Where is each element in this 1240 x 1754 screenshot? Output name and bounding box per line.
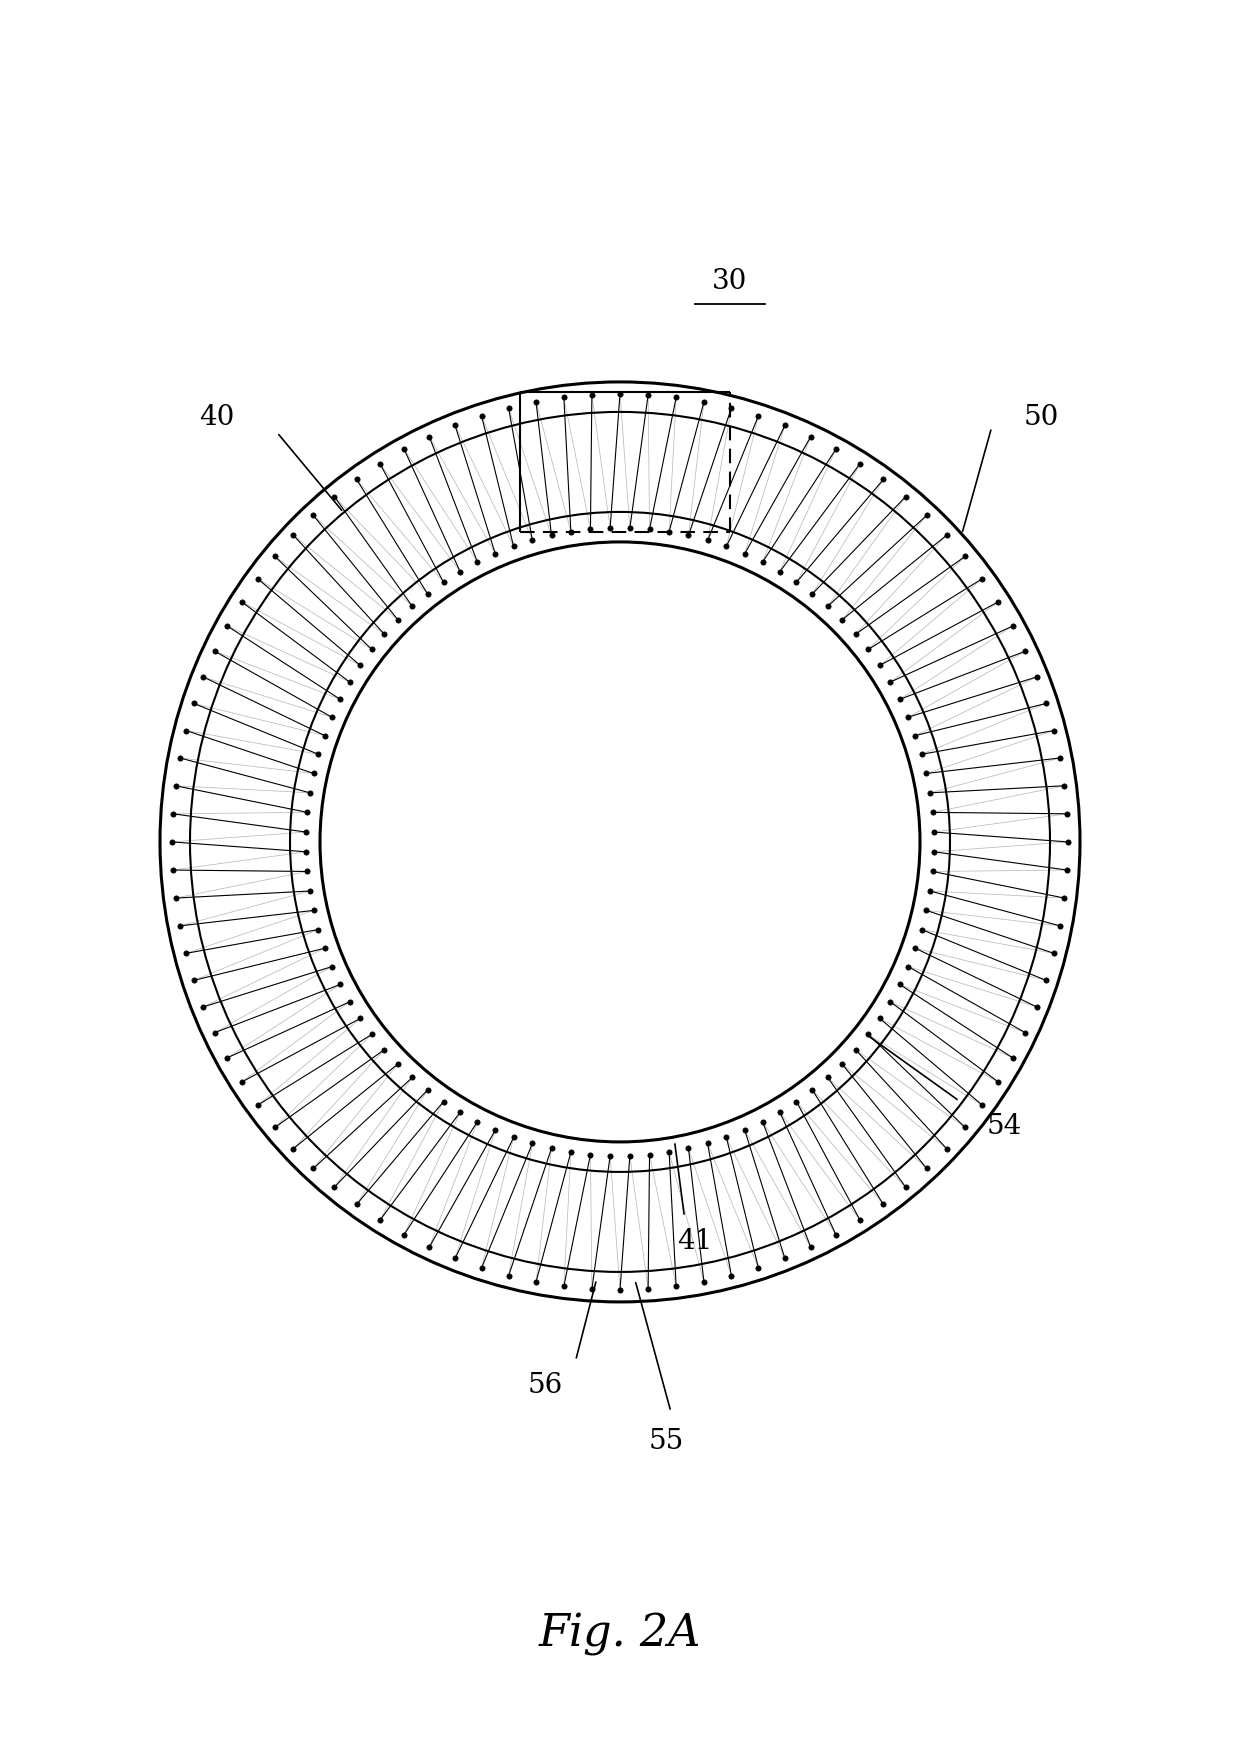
Text: 56: 56	[528, 1372, 563, 1400]
Text: 54: 54	[987, 1112, 1022, 1140]
Text: 50: 50	[1024, 403, 1059, 431]
Text: 41: 41	[677, 1228, 712, 1256]
Text: 40: 40	[200, 403, 234, 431]
Text: 30: 30	[712, 268, 748, 295]
Text: 55: 55	[649, 1428, 683, 1456]
Text: Fig. 2A: Fig. 2A	[539, 1614, 701, 1656]
